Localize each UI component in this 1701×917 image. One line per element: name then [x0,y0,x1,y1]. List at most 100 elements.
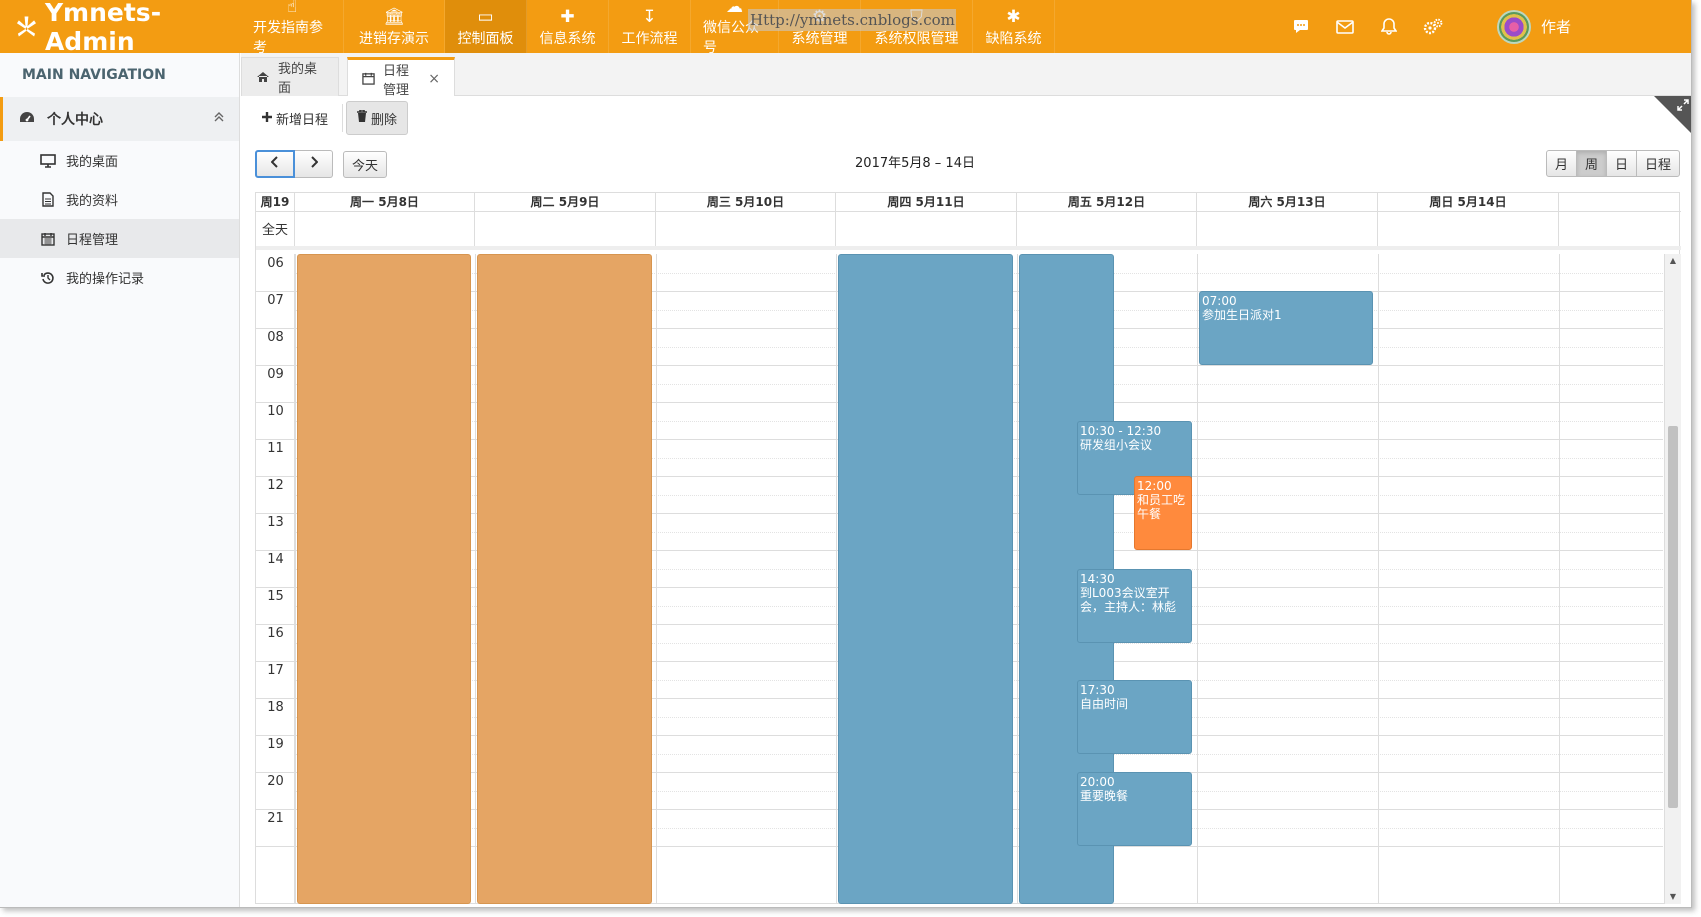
delete-label: 删除 [371,112,398,128]
topnav-item[interactable]: 🏛 进销存演示 [344,0,445,53]
topnav-item[interactable]: ✱ 缺陷系统 [973,0,1055,53]
all-day-cell[interactable] [475,212,656,246]
hour-label: 17 [267,663,284,678]
day-header[interactable]: 周日 5月14日 [1378,193,1559,211]
hour-label: 18 [267,700,284,715]
calendar-event[interactable]: 12:00 和员工吃午餐 [1134,476,1192,550]
prev-week-button[interactable] [255,150,295,178]
day-header[interactable]: 周六 5月13日 [1197,193,1378,211]
view-button[interactable]: 周 [1575,150,1607,177]
day-header[interactable]: 周一 5月8日 [295,193,475,211]
hour-label: 19 [267,737,284,752]
all-day-cell[interactable] [1378,212,1559,246]
page-tabs: 我的桌面 日程管理 × [241,53,1691,98]
sidebar-item-schedule[interactable]: 日程管理 [0,219,239,258]
add-schedule-button[interactable]: 新增日程 [251,101,340,135]
event-title: 重要晚餐 [1080,789,1129,803]
calendar-view-switcher: 月周日日程 [1545,150,1680,177]
topnav-item[interactable]: ☝ 开发指南参考 [241,0,344,56]
today-button[interactable]: 今天 [343,151,387,178]
scroll-down-icon[interactable]: ▼ [1669,892,1677,901]
view-button[interactable]: 月 [1545,150,1577,177]
week-number: 周19 [256,193,295,211]
expand-icon[interactable] [1677,99,1689,114]
calendar-event[interactable] [477,254,652,904]
hour-label: 11 [267,441,284,456]
topnav-item[interactable]: ✚ 信息系统 [527,0,609,53]
sidebar-item-label: 日程管理 [66,233,119,248]
topnav-label: 系统权限管理 [874,30,959,47]
hour-label: 06 [267,256,284,271]
calendar-event[interactable]: 17:30 自由时间 [1077,679,1192,754]
bank-icon: 🏛 [383,6,405,27]
event-time: 07:00 [1202,294,1237,308]
calendar-header: 今天 2017年5月8 – 14日 月周日日程 [255,150,1680,180]
calendar-event[interactable] [838,254,1013,904]
calendar-event[interactable]: 07:00 参加生日派对1 [1199,291,1373,365]
all-day-cell[interactable] [656,212,836,246]
user-avatar[interactable] [1496,9,1531,44]
next-week-button[interactable] [295,150,333,178]
tab-schedule[interactable]: 日程管理 × [347,57,455,98]
day-column-divider [295,254,296,904]
event-time: 10:30 - 12:30 [1080,423,1162,438]
event-time: 17:30 [1080,682,1115,697]
sidebar-group-personal-center[interactable]: 个人中心 [0,97,239,141]
home-icon [256,71,270,83]
all-day-cell[interactable] [836,212,1017,246]
sidebar-item-my-profile[interactable]: 我的资料 [0,180,239,219]
desktop-icon [40,153,56,169]
day-header[interactable]: 周三 5月10日 [656,193,836,211]
topnav-item[interactable]: ↧ 工作流程 [609,0,691,53]
event-title: 研发组小会议 [1080,437,1153,452]
calendar-event[interactable]: 14:30 到L003会议室开会，主持人：林彪 [1077,568,1192,643]
calendar-event[interactable] [297,254,471,904]
time-grid: 06 07 08 09 10 11 12 13 14 15 16 17 18 19 20 21 07:00 参加… [256,254,1681,904]
yelp-logo-icon [16,16,37,37]
topnav-label: 缺陷系统 [985,30,1042,47]
time-grid-scrollbar[interactable]: ▲ ▼ [1664,254,1681,904]
calendar-icon [362,72,375,85]
tab-label: 我的桌面 [278,62,318,96]
top-navbar: Ymnets-Admin ☝ 开发指南参考 🏛 进销存演示 ▭ 控制面板 ✚ 信息系统 ↧ 工作流… [0,0,1691,56]
view-button[interactable]: 日 [1605,150,1637,177]
comments-icon[interactable] [1279,19,1323,34]
chevron-left-icon [270,156,279,172]
hour-label: 10 [267,404,284,419]
scrollbar-thumb[interactable] [1668,426,1678,808]
delete-button[interactable]: 删除 [346,101,409,135]
day-header[interactable]: 周五 5月12日 [1017,193,1197,211]
day-header[interactable]: 周四 5月11日 [836,193,1017,211]
hour-axis: 06 07 08 09 10 11 12 13 14 15 16 17 18 19 20 21 [256,254,295,904]
view-button[interactable]: 日程 [1635,150,1680,177]
plus-icon [262,111,272,126]
scroll-up-icon[interactable]: ▲ [1669,256,1677,265]
sidebar-item-my-desktop[interactable]: 我的桌面 [0,141,239,180]
cogs-icon[interactable] [1411,18,1455,36]
day-column-divider [836,254,837,904]
close-icon[interactable]: × [428,70,440,87]
all-day-cell[interactable] [1197,212,1378,246]
bell-icon[interactable] [1367,18,1411,35]
day-header[interactable]: 周二 5月9日 [475,193,656,211]
puzzle-icon: ✚ [560,6,575,27]
user-name[interactable]: 作者 [1540,18,1571,36]
brand-logo[interactable]: Ymnets-Admin [16,0,241,56]
hour-label: 14 [267,552,284,567]
event-title: 到L003会议室开会，主持人：林彪 [1080,585,1177,614]
tab-my-desktop[interactable]: 我的桌面 [241,57,339,96]
hand-pointer-icon: ☝ [286,0,298,17]
all-day-cell[interactable] [295,212,475,246]
sidebar-item-operation-log[interactable]: 我的操作记录 [0,258,239,297]
file-icon [40,192,56,208]
tab-label: 日程管理 [383,63,410,98]
envelope-icon[interactable] [1323,19,1367,34]
sidebar-item-label: 我的桌面 [66,155,119,170]
calendar-event[interactable]: 20:00 重要晚餐 [1077,772,1192,846]
topnav-item[interactable]: ▭ 控制面板 [445,0,527,53]
event-time: 12:00 [1137,479,1172,493]
all-day-cell[interactable] [1017,212,1197,246]
hour-label: 09 [267,367,284,382]
trash-icon [357,109,368,126]
event-title: 和员工吃午餐 [1137,493,1186,521]
